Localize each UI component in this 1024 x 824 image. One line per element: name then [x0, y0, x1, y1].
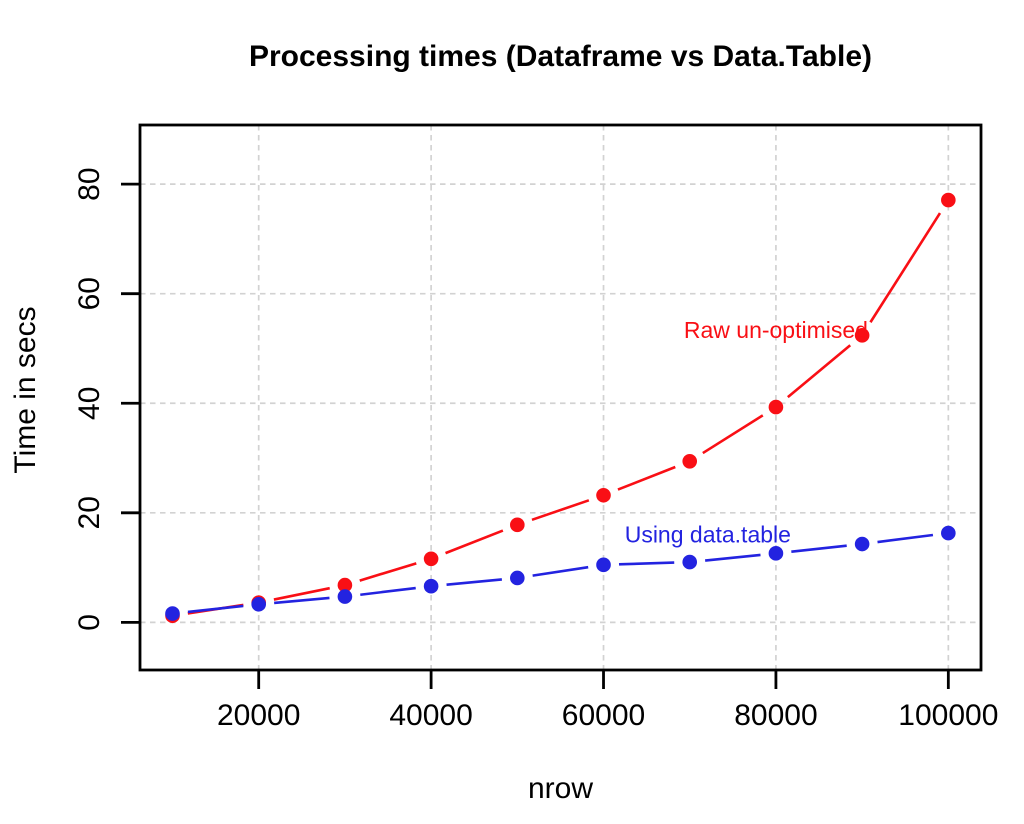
x-axis-title: nrow: [527, 772, 594, 805]
data-point: [251, 596, 267, 612]
series-line-segment: [877, 533, 934, 544]
data-point: [941, 525, 956, 541]
series-line-segment: [787, 344, 852, 399]
x-tick-label: 40000: [389, 699, 472, 732]
series-label-data-table: Using data.table: [625, 522, 791, 548]
y-tick-label: 0: [73, 614, 106, 631]
y-tick-label: 40: [73, 387, 106, 420]
series-label-raw-unoptimised: Raw un-optimised: [684, 317, 868, 343]
series-line-segment: [274, 596, 330, 605]
x-tick-label: 20000: [217, 699, 300, 732]
series-line-segment: [445, 529, 504, 555]
y-tick-label: 80: [73, 167, 106, 200]
series-line-segment: [360, 586, 416, 597]
plot-frame: [138, 123, 983, 672]
x-tick-label: 80000: [734, 699, 817, 732]
series-line-segment: [359, 562, 417, 582]
series-line-segment: [187, 604, 244, 614]
data-point: [596, 487, 611, 503]
data-point: [423, 578, 439, 594]
series-line-segment: [446, 578, 503, 587]
data-point: [768, 399, 784, 415]
series-line-segment: [617, 465, 676, 491]
data-point: [854, 536, 870, 552]
chart-title: Processing times (Dataframe vs Data.Tabl…: [248, 40, 872, 73]
series-line-segment: [532, 565, 589, 577]
data-point: [941, 192, 956, 208]
data-point: [596, 557, 611, 573]
data-point: [337, 589, 353, 604]
series-line-segment: [702, 414, 764, 455]
series-line-segment: [531, 499, 590, 522]
series-line-segment: [618, 561, 675, 566]
series-data-table: [165, 525, 956, 621]
series-line-segment: [791, 544, 847, 553]
series-raw-unoptimised: [165, 192, 956, 624]
data-point: [510, 517, 525, 533]
y-tick-label: 20: [73, 496, 106, 529]
data-point: [337, 577, 353, 593]
data-point: [854, 328, 870, 343]
data-point: [510, 570, 525, 586]
x-tick-label: 60000: [562, 699, 645, 732]
x-tick-label: 100000: [898, 699, 998, 732]
series-line-segment: [705, 553, 761, 562]
data-point: [682, 554, 698, 570]
series-line-segment: [869, 212, 942, 323]
y-tick-label: 60: [73, 277, 106, 310]
data-point: [682, 454, 698, 469]
data-point: [165, 606, 180, 621]
data-point: [768, 546, 784, 561]
y-axis-title: Time in secs: [9, 306, 42, 474]
data-point: [423, 551, 439, 567]
series-line-segment: [273, 586, 330, 601]
